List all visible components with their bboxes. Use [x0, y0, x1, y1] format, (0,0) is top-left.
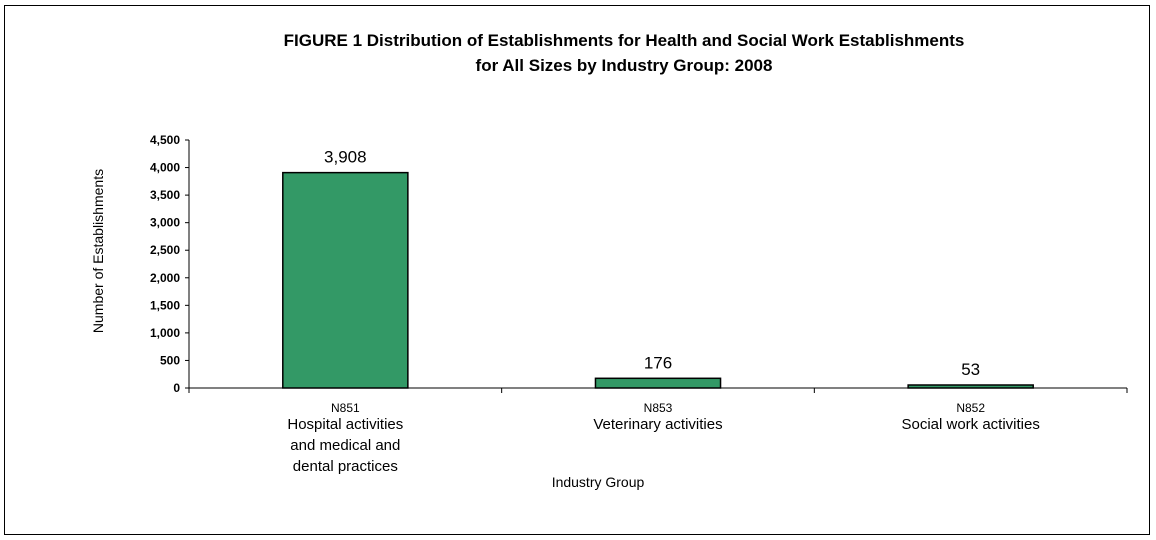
chart-title-line: FIGURE 1 Distribution of Establishments …: [284, 31, 965, 50]
data-label: 176: [644, 353, 672, 372]
y-tick-label: 0: [173, 381, 180, 395]
chart-title-line: for All Sizes by Industry Group: 2008: [476, 56, 773, 75]
x-category-label: Social work activities: [901, 416, 1039, 433]
x-axis-title: Industry Group: [552, 474, 645, 490]
x-category-label: Veterinary activities: [593, 416, 722, 433]
y-tick-label: 4,000: [150, 161, 180, 175]
x-category-code: N852: [956, 401, 985, 415]
chart-frame: FIGURE 1 Distribution of Establishments …: [4, 5, 1150, 535]
y-tick-label: 1,500: [150, 298, 180, 312]
x-category-label: Hospital activities: [287, 416, 403, 433]
bar: [907, 384, 1034, 389]
y-tick-label: 2,500: [150, 243, 180, 257]
x-category-label: and medical and: [290, 437, 400, 454]
x-category-label: dental practices: [293, 458, 398, 475]
bar: [282, 171, 409, 389]
bar: [594, 377, 722, 389]
y-tick-label: 500: [160, 353, 180, 367]
y-axis-title: Number of Establishments: [90, 169, 106, 333]
y-tick-label: 1,000: [150, 326, 180, 340]
y-tick-label: 3,000: [150, 216, 180, 230]
bar-chart: FIGURE 1 Distribution of Establishments …: [90, 31, 1128, 490]
x-category-code: N851: [331, 401, 360, 415]
y-tick-label: 2,000: [150, 271, 180, 285]
y-tick-label: 3,500: [150, 188, 180, 202]
data-label: 3,908: [324, 148, 367, 167]
x-category-code: N853: [644, 401, 673, 415]
data-label: 53: [961, 360, 980, 379]
y-tick-label: 4,500: [150, 133, 180, 147]
